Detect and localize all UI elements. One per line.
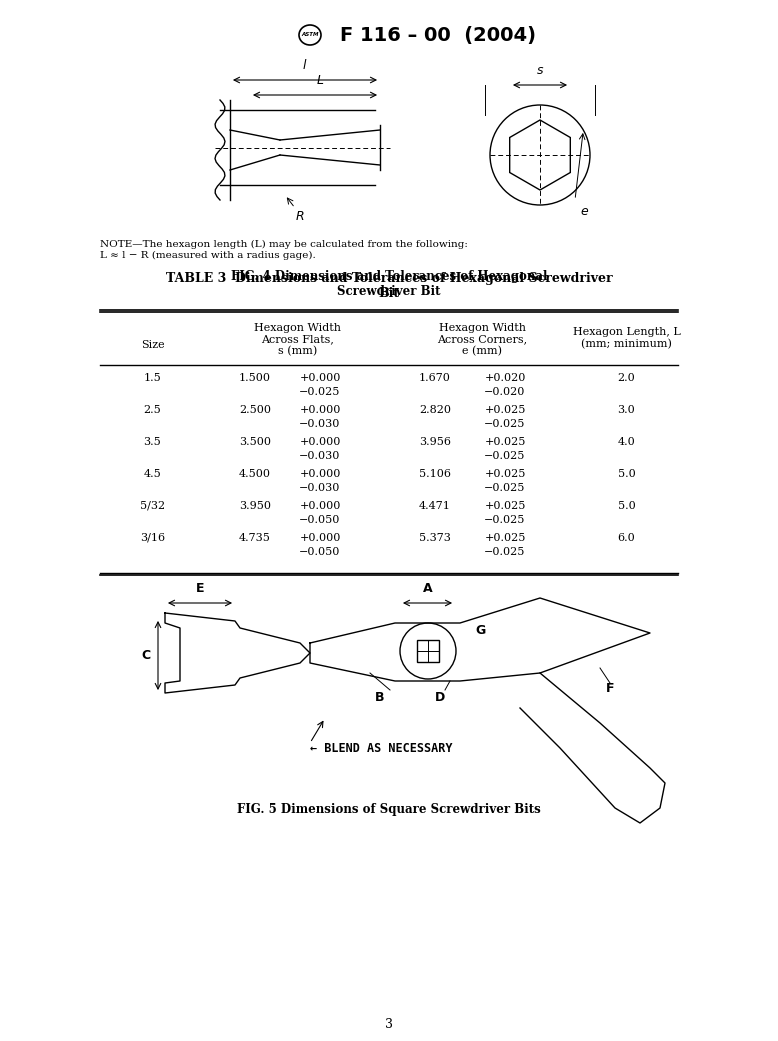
Text: TABLE 3  Dimensions and Tolerances of Hexagonal Screwdriver
Bit: TABLE 3 Dimensions and Tolerances of Hex…: [166, 272, 612, 300]
Text: A: A: [422, 582, 433, 595]
Text: +0.025: +0.025: [485, 405, 526, 415]
Text: 3.5: 3.5: [144, 437, 161, 447]
Text: +0.025: +0.025: [485, 501, 526, 511]
Text: 4.0: 4.0: [618, 437, 636, 447]
Text: ASTM: ASTM: [301, 32, 319, 37]
Text: −0.020: −0.020: [485, 387, 526, 397]
Text: FIG. 4 Dimensions and Tolerances of Hexagonal
Screwdriver Bit: FIG. 4 Dimensions and Tolerances of Hexa…: [231, 270, 547, 298]
Text: 2.500: 2.500: [239, 405, 271, 415]
Text: 4.471: 4.471: [419, 501, 451, 511]
Text: Size: Size: [141, 340, 164, 350]
Text: 3.950: 3.950: [239, 501, 271, 511]
Text: 1.500: 1.500: [239, 373, 271, 383]
Text: F 116 – 00  (2004): F 116 – 00 (2004): [340, 25, 536, 45]
Text: 2.820: 2.820: [419, 405, 451, 415]
Text: −0.025: −0.025: [485, 515, 526, 525]
Text: Hexagon Length, L
(mm; minimum): Hexagon Length, L (mm; minimum): [573, 327, 681, 349]
Text: 5.0: 5.0: [618, 469, 636, 479]
Text: −0.050: −0.050: [300, 547, 341, 557]
Text: 1.5: 1.5: [144, 373, 161, 383]
Text: 3/16: 3/16: [140, 533, 165, 543]
Text: 1.670: 1.670: [419, 373, 451, 383]
Text: $R$: $R$: [295, 210, 305, 223]
Text: $e$: $e$: [580, 205, 589, 218]
Text: +0.025: +0.025: [485, 533, 526, 543]
Text: +0.000: +0.000: [300, 437, 341, 447]
Text: 5.0: 5.0: [618, 501, 636, 511]
Text: Hexagon Width
Across Corners,
e (mm): Hexagon Width Across Corners, e (mm): [437, 323, 527, 357]
Text: C: C: [142, 649, 151, 662]
Text: −0.025: −0.025: [485, 547, 526, 557]
Text: E: E: [196, 582, 205, 595]
Text: 3: 3: [385, 1018, 393, 1032]
Text: 4.5: 4.5: [144, 469, 161, 479]
Text: F: F: [606, 682, 615, 694]
Text: $L$: $L$: [316, 74, 324, 87]
Text: +0.000: +0.000: [300, 469, 341, 479]
Text: 3.0: 3.0: [618, 405, 636, 415]
Text: −0.025: −0.025: [300, 387, 341, 397]
Text: G: G: [475, 625, 485, 637]
Text: +0.025: +0.025: [485, 437, 526, 447]
Text: B: B: [375, 691, 385, 704]
Text: FIG. 5 Dimensions of Square Screwdriver Bits: FIG. 5 Dimensions of Square Screwdriver …: [237, 803, 541, 816]
Text: +0.025: +0.025: [485, 469, 526, 479]
Text: −0.030: −0.030: [300, 418, 341, 429]
Text: 3.500: 3.500: [239, 437, 271, 447]
Text: 2.0: 2.0: [618, 373, 636, 383]
Text: 2.5: 2.5: [144, 405, 161, 415]
Text: −0.050: −0.050: [300, 515, 341, 525]
Text: Hexagon Width
Across Flats,
s (mm): Hexagon Width Across Flats, s (mm): [254, 323, 341, 357]
Text: +0.000: +0.000: [300, 533, 341, 543]
Text: 5.373: 5.373: [419, 533, 451, 543]
Text: +0.020: +0.020: [485, 373, 526, 383]
Text: NOTE—The hexagon length (L) may be calculated from the following:
L ≈ l − R (mea: NOTE—The hexagon length (L) may be calcu…: [100, 240, 468, 259]
Text: +0.000: +0.000: [300, 405, 341, 415]
Text: $l$: $l$: [303, 58, 308, 72]
Text: 4.500: 4.500: [239, 469, 271, 479]
Text: 5/32: 5/32: [140, 501, 165, 511]
Text: 5.106: 5.106: [419, 469, 451, 479]
Text: ← BLEND AS NECESSARY: ← BLEND AS NECESSARY: [310, 741, 453, 755]
Text: 6.0: 6.0: [618, 533, 636, 543]
Text: −0.030: −0.030: [300, 483, 341, 493]
Text: −0.025: −0.025: [485, 451, 526, 461]
Text: 4.735: 4.735: [239, 533, 271, 543]
Text: D: D: [435, 691, 445, 704]
Text: −0.025: −0.025: [485, 418, 526, 429]
Text: $s$: $s$: [536, 64, 544, 77]
Text: 3.956: 3.956: [419, 437, 451, 447]
Text: −0.030: −0.030: [300, 451, 341, 461]
Text: +0.000: +0.000: [300, 373, 341, 383]
Text: −0.025: −0.025: [485, 483, 526, 493]
Text: +0.000: +0.000: [300, 501, 341, 511]
